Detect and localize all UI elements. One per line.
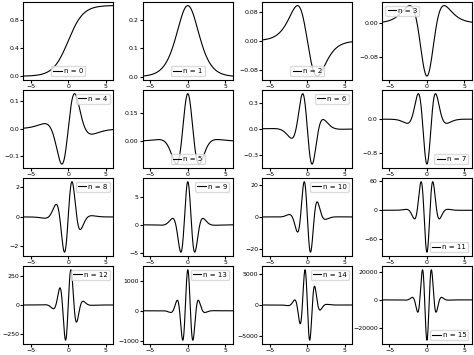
- Legend: n = 0: n = 0: [51, 66, 85, 76]
- Legend: n = 9: n = 9: [195, 182, 229, 192]
- Legend: n = 10: n = 10: [310, 182, 349, 192]
- Legend: n = 13: n = 13: [191, 270, 229, 280]
- Legend: n = 5: n = 5: [171, 154, 205, 164]
- Legend: n = 11: n = 11: [430, 242, 468, 252]
- Legend: n = 14: n = 14: [310, 270, 349, 280]
- Legend: n = 6: n = 6: [315, 94, 349, 104]
- Legend: n = 1: n = 1: [171, 66, 205, 76]
- Legend: n = 7: n = 7: [435, 154, 468, 164]
- Legend: n = 2: n = 2: [291, 66, 324, 76]
- Legend: n = 4: n = 4: [76, 94, 110, 104]
- Legend: n = 8: n = 8: [76, 182, 110, 192]
- Legend: n = 3: n = 3: [385, 6, 419, 16]
- Legend: n = 15: n = 15: [430, 330, 468, 340]
- Legend: n = 12: n = 12: [72, 270, 110, 280]
